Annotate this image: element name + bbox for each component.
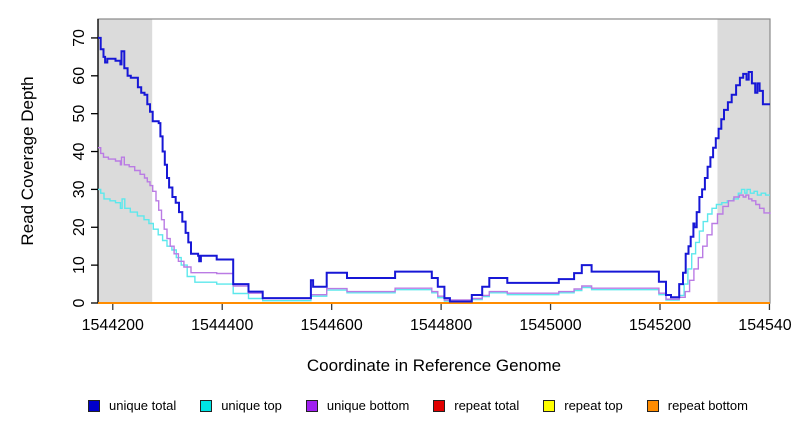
series-line-unique-top — [98, 188, 770, 302]
legend-item-label: unique top — [221, 398, 282, 413]
legend-swatch-icon — [305, 399, 318, 412]
legend-swatch-icon — [200, 399, 213, 412]
x-tick-label: 1544400 — [191, 317, 253, 334]
x-tick-label: 1545000 — [519, 317, 581, 334]
y-tick-label: 10 — [71, 256, 88, 274]
legend-item-unique-top: unique top — [200, 398, 282, 413]
x-tick-label: 1545200 — [629, 317, 691, 334]
x-tick-label: 1544600 — [301, 317, 363, 334]
series-line-unique-bottom — [98, 147, 771, 301]
y-tick-label: 0 — [71, 298, 88, 307]
x-axis-title: Coordinate in Reference Genome — [306, 356, 562, 375]
chart-legend: unique total unique top unique bottom repea… — [88, 398, 748, 413]
y-tick-label: 50 — [71, 105, 88, 123]
y-axis-title: Read Coverage Depth — [18, 76, 37, 246]
y-tick-label: 40 — [71, 143, 88, 161]
x-tick-label: 1544800 — [410, 317, 472, 334]
legend-item-label: repeat bottom — [667, 398, 748, 413]
legend-item-repeat-bottom: repeat bottom — [646, 398, 748, 413]
x-tick-label: 1545400 — [738, 317, 792, 334]
legend-item-unique-bottom: unique bottom — [305, 398, 410, 413]
legend-swatch-icon — [543, 399, 556, 412]
legend-item-unique-total: unique total — [88, 398, 176, 413]
legend-swatch-icon — [433, 399, 446, 412]
y-tick-label: 70 — [71, 29, 88, 47]
y-tick-label: 30 — [71, 180, 88, 198]
legend-item-label: repeat total — [454, 398, 520, 413]
legend-item-repeat-total: repeat total — [433, 398, 519, 413]
legend-swatch-icon — [88, 399, 100, 412]
legend-item-repeat-top: repeat top — [543, 398, 623, 413]
series-line-unique-total — [98, 36, 770, 303]
x-tick-label: 1544200 — [82, 317, 144, 334]
legend-item-label: repeat top — [564, 398, 623, 413]
legend-item-label: unique total — [109, 398, 177, 413]
y-tick-label: 20 — [71, 218, 88, 236]
legend-item-label: unique bottom — [326, 398, 410, 413]
y-tick-label: 60 — [71, 67, 88, 85]
legend-swatch-icon — [646, 399, 659, 412]
shaded-flank-region — [717, 19, 770, 303]
